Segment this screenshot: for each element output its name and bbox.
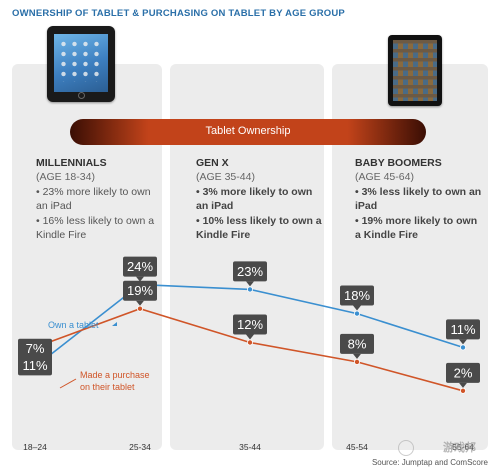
label-pointer-made-purchase-3 [353,353,361,359]
series-label-made-purchase-line1: Made a purchase [80,370,150,380]
x-tick-label-4: 55-64 [452,442,474,452]
point-made-purchase-1 [136,305,143,312]
label-box-own-tablet-2 [233,261,267,282]
label-box-made-purchase-3 [340,333,374,354]
column-bullet: • 19% more likely to own a Kindle Fire [355,215,478,241]
column-genx: GEN X (AGE 35-44) • 3% more likely to ow… [196,157,322,242]
data-label-made-purchase-2: 12% [237,317,263,332]
point-own-tablet-3 [353,310,360,317]
label-box-own-tablet-0 [18,338,52,359]
data-label-made-purchase-4: 2% [454,365,473,380]
column-age: (AGE 45-64) [355,170,414,183]
data-label-own-tablet-3: 18% [344,288,370,303]
column-bullet: • 3% more likely to own an iPad [196,186,313,212]
source-note: Source: Jumptap and ComScore [371,458,488,467]
series-label-made-purchase-line2: on their tablet [80,382,135,392]
label-pointer-made-purchase-2 [246,334,254,340]
point-made-purchase-3 [353,358,360,365]
band-label: Tablet Ownership [205,125,291,137]
series-label-arrow-own-tablet [112,322,117,326]
series-label-leader-made-purchase [59,378,77,389]
x-tick-label-3: 45-54 [346,442,368,452]
label-pointer-own-tablet-1 [136,276,144,282]
point-made-purchase-2 [246,339,253,346]
column-age: (AGE 18-34) [36,170,95,183]
label-box-made-purchase-0 [18,355,52,376]
label-box-own-tablet-3 [340,285,374,306]
label-box-made-purchase-1 [123,280,157,301]
data-label-made-purchase-3: 8% [348,336,367,351]
watermark: 游戏邦 [443,442,476,454]
ipad-image [47,26,115,102]
column-bullet: • 23% more likely to own an iPad [36,186,151,212]
point-own-tablet-2 [246,286,253,293]
column-age: (AGE 35-44) [196,170,255,183]
column-heading: BABY BOOMERS [355,157,442,169]
column-bullet: • 10% less likely to own a Kindle Fire [196,215,322,241]
label-pointer-made-purchase-4 [459,382,467,388]
x-tick-label-0: 18–24 [23,442,47,452]
label-pointer-made-purchase-0 [31,350,39,356]
column-bullet: • 3% less likely to own an iPad [355,186,482,212]
label-box-made-purchase-2 [233,314,267,335]
x-tick-label-1: 25-34 [129,442,151,452]
column-heading: MILLENNIALS [36,157,107,169]
kindle-fire-image [388,35,442,106]
column-heading: GEN X [196,157,229,169]
data-label-own-tablet-0: 7% [26,341,45,356]
data-label-made-purchase-0: 11% [22,358,47,373]
x-tick-label-2: 35-44 [239,442,261,452]
data-label-own-tablet-1: 24% [127,259,153,274]
label-pointer-own-tablet-3 [353,305,361,311]
point-own-tablet-4 [459,344,466,351]
data-label-own-tablet-4: 11% [450,322,475,337]
label-pointer-own-tablet-2 [246,281,254,287]
series-label-own-tablet: Own a tablet [48,320,99,330]
label-pointer-own-tablet-4 [459,339,467,345]
point-made-purchase-4 [459,387,466,394]
label-box-made-purchase-4 [446,362,480,383]
column-bullet: • 16% less likely to own a Kindle Fire [36,215,155,241]
label-pointer-made-purchase-1 [136,300,144,306]
chart-title: OWNERSHIP OF TABLET & PURCHASING ON TABL… [12,8,345,19]
label-box-own-tablet-1 [123,256,157,277]
column-boomers: BABY BOOMERS (AGE 45-64) • 3% less likel… [355,157,483,242]
data-label-made-purchase-1: 19% [127,283,153,298]
column-millennials: MILLENNIALS (AGE 18-34) • 23% more likel… [36,157,164,242]
label-box-own-tablet-4 [446,319,480,340]
data-label-own-tablet-2: 23% [237,264,263,279]
tablet-ownership-band: Tablet Ownership [70,119,426,145]
watermark-icon [398,440,414,456]
